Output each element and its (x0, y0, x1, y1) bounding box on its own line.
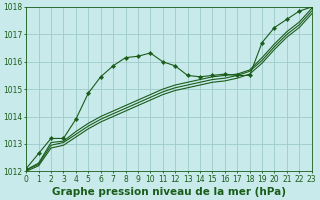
X-axis label: Graphe pression niveau de la mer (hPa): Graphe pression niveau de la mer (hPa) (52, 187, 286, 197)
